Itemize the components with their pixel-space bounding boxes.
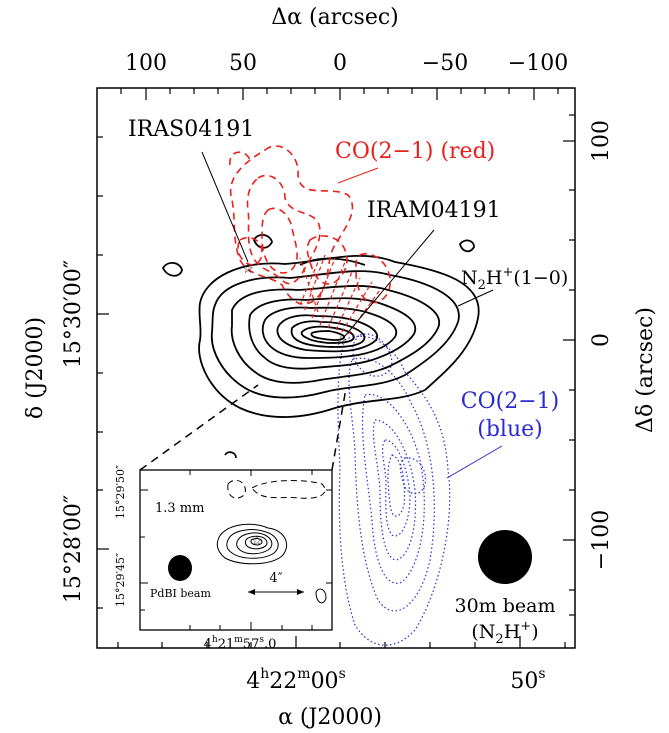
plot-frame — [96, 87, 576, 649]
bottom-tick-label: 50s — [510, 666, 545, 694]
top-tick-label: −50 — [422, 51, 468, 76]
label-co-red: CO(2−1) (red) — [335, 139, 495, 164]
inset-frame — [139, 469, 333, 631]
leader-iram — [344, 229, 435, 337]
co-red-contours — [229, 145, 391, 305]
inset-contours — [216, 523, 327, 604]
leader-co-blue — [446, 445, 503, 479]
inset-label-beam: PdBI beam — [150, 587, 211, 600]
beam-30m-disk — [478, 530, 532, 584]
inset-ticks — [140, 470, 332, 630]
left-tick-label: 15°30′00″ — [61, 260, 86, 368]
iram-star-marker: ☆ — [335, 334, 347, 349]
inset-star-marker: ☆ — [251, 534, 263, 549]
label-iras: IRAS04191 — [128, 117, 254, 142]
label-co-blue-line2: (blue) — [477, 417, 542, 442]
top-tick-label: 0 — [333, 51, 347, 76]
inset-scale-label: 4″ — [269, 571, 282, 586]
leader-n2h — [457, 289, 494, 307]
inset-y-tick-label: 15°29′45″ — [114, 553, 127, 607]
right-tick-labels: 100 0 −100 — [589, 120, 614, 570]
inset-x-tick-label: 4h21m57s.0 — [204, 635, 277, 652]
inset-label-band: 1.3 mm — [155, 501, 204, 516]
inset-y-tick-label: 15°29′50″ — [114, 465, 127, 519]
top-tick-label: 50 — [229, 51, 257, 76]
leader-iras — [201, 151, 249, 263]
label-n2h: N2H+(1−0) — [461, 265, 568, 293]
label-beam-30m-line2: (N2H+) — [471, 619, 538, 647]
left-axis-label: δ (J2000) — [23, 317, 48, 419]
left-tick-label: 15°28′00″ — [61, 495, 86, 603]
axis-ticks — [97, 88, 575, 648]
top-tick-label: 100 — [125, 51, 167, 76]
iras-star-marker: ☆ — [242, 262, 254, 277]
inset-dashed-contours — [227, 479, 326, 499]
n2h-contours — [161, 234, 480, 459]
left-tick-labels: 15°30′00″ 15°28′00″ — [61, 260, 86, 603]
bottom-tick-label: 4h22m00s — [246, 666, 346, 694]
bottom-axis-label: α (J2000) — [278, 705, 382, 730]
top-tick-labels: 100 50 0 −50 −100 — [125, 51, 568, 76]
right-tick-label: −100 — [589, 510, 614, 570]
right-axis-label: Δδ (arcsec) — [633, 307, 658, 433]
zoom-line-left — [139, 384, 259, 471]
leader-co-red — [337, 167, 379, 184]
label-beam-30m-line1: 30m beam — [455, 595, 556, 617]
co-blue-contours — [337, 333, 451, 646]
label-co-blue-line1: CO(2−1) — [461, 389, 559, 414]
right-tick-label: 0 — [589, 333, 614, 347]
inset-panel: ☆ 1.3 mm PdBI beam 4″ 15°29′45″ 15°29′50… — [114, 465, 333, 652]
top-axis-label: Δα (arcsec) — [271, 5, 399, 30]
label-iram: IRAM04191 — [367, 198, 501, 223]
co-red-inner — [299, 254, 381, 335]
right-tick-label: 100 — [589, 120, 614, 162]
inset-pdbi-beam — [168, 555, 192, 581]
top-tick-label: −100 — [508, 51, 568, 76]
